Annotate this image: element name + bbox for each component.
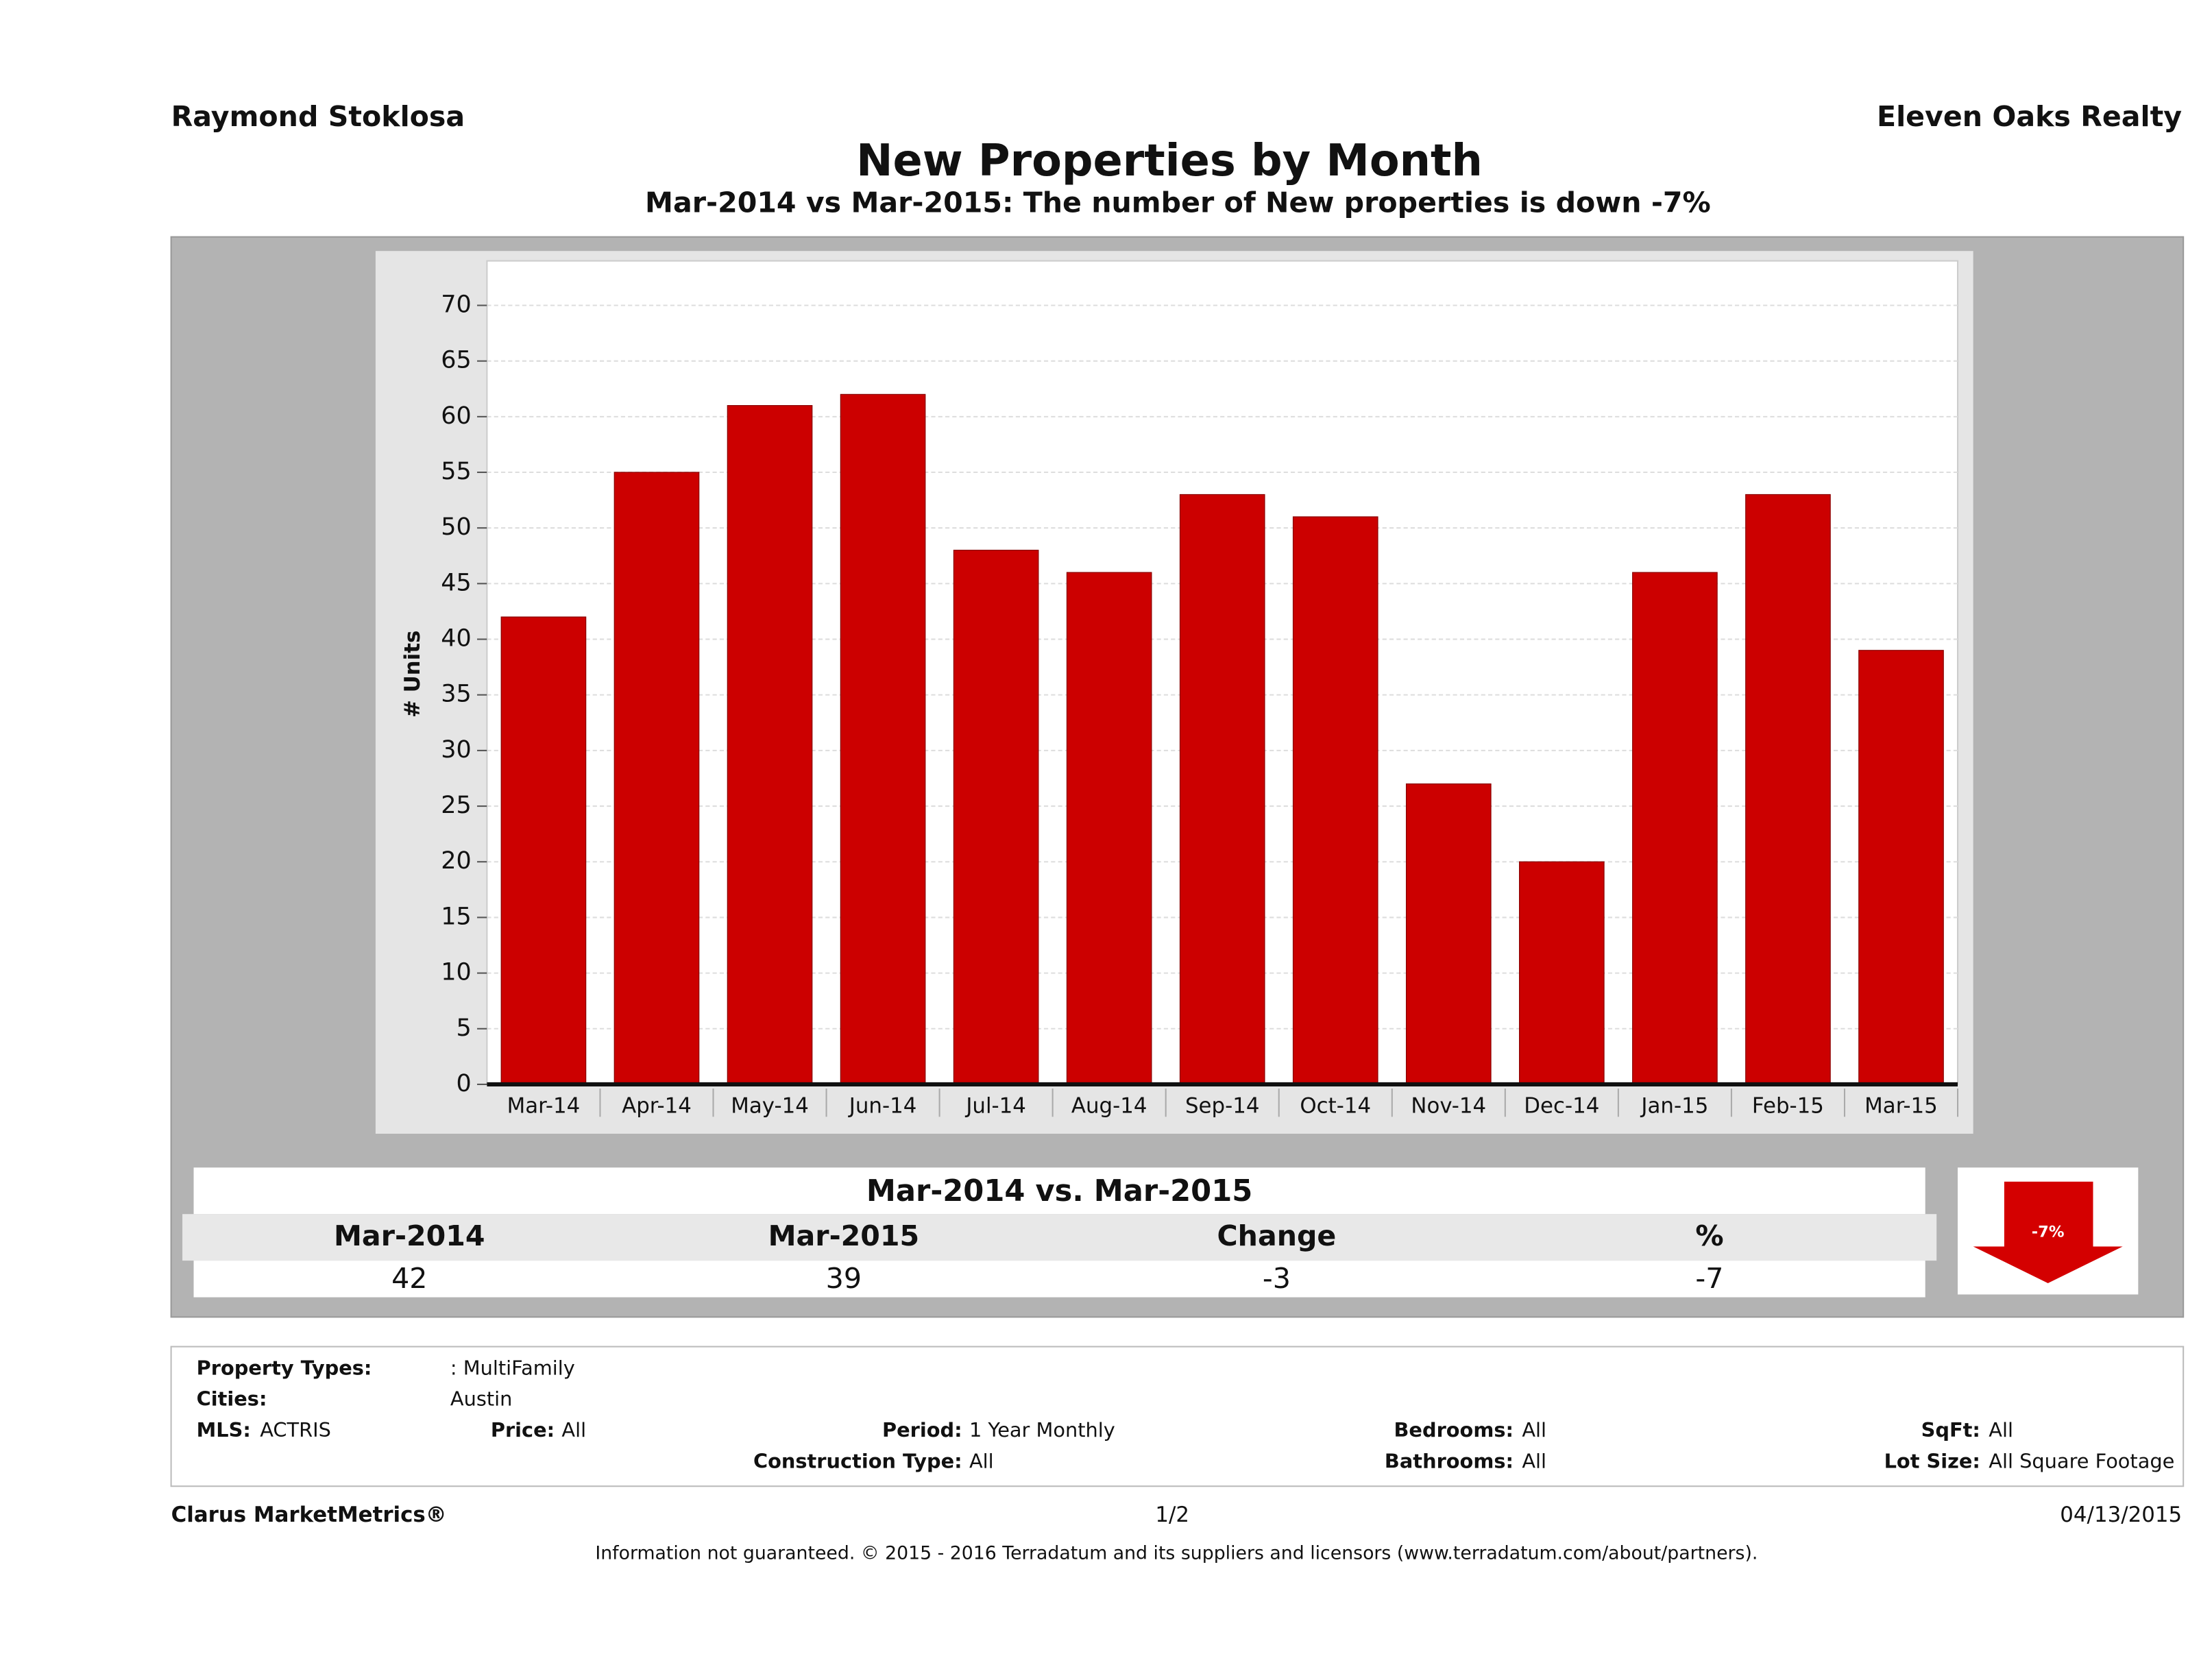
summary-header: Change (1217, 1219, 1337, 1252)
y-tick-label: 5 (457, 1014, 472, 1042)
x-tick-label: Nov-14 (1411, 1093, 1486, 1118)
filter-label: Period: (882, 1418, 962, 1442)
chart-title: New Properties by Month (856, 136, 1483, 186)
y-tick-label: 65 (441, 347, 472, 374)
filter-label: Bathrooms: (1385, 1449, 1514, 1472)
y-tick-label: 50 (441, 513, 472, 541)
y-tick-label: 45 (441, 569, 472, 596)
summary-header: % (1695, 1219, 1723, 1252)
filter-value: Austin (450, 1387, 512, 1411)
disclaimer: Information not guaranteed. © 2015 - 201… (595, 1542, 1758, 1564)
bar (1858, 650, 1944, 1085)
filter-value: ACTRIS (260, 1418, 331, 1442)
agent-name: Raymond Stoklosa (171, 100, 465, 133)
summary-header: Mar-2015 (768, 1219, 920, 1252)
filter-value: : MultiFamily (450, 1356, 575, 1379)
bar (1066, 572, 1152, 1085)
y-tick-label: 55 (441, 458, 472, 485)
x-tick-label: Apr-14 (622, 1093, 692, 1118)
bar (1179, 494, 1265, 1085)
filter-label: SqFt: (1921, 1418, 1980, 1442)
y-tick-label: 35 (441, 681, 472, 708)
filter-label: Construction Type: (753, 1449, 962, 1472)
report-date: 04/13/2015 (2060, 1503, 2182, 1527)
down-arrow (1973, 1181, 2123, 1283)
chart-subtitle: Mar-2014 vs Mar-2015: The number of New … (645, 186, 1711, 219)
y-tick-label: 60 (441, 402, 472, 430)
bar (727, 405, 813, 1085)
filter-label: Property Types: (197, 1356, 372, 1379)
summary-title: Mar-2014 vs. Mar-2015 (866, 1174, 1252, 1208)
x-tick-label: Dec-14 (1524, 1093, 1599, 1118)
filter-value: 1 Year Monthly (969, 1418, 1115, 1442)
x-tick-label: Oct-14 (1300, 1093, 1371, 1118)
y-tick-label: 40 (441, 625, 472, 653)
summary-value: 39 (826, 1262, 862, 1295)
bar (1519, 861, 1605, 1085)
bar (1745, 494, 1831, 1085)
y-axis-label: # Units (400, 631, 425, 718)
filter-value: All (969, 1449, 994, 1472)
summary-value: 42 (391, 1262, 427, 1295)
summary-header-row (182, 1214, 1937, 1261)
y-tick-label: 0 (457, 1070, 472, 1097)
summary-title-row (193, 1167, 1925, 1215)
filter-label: Bedrooms: (1394, 1418, 1514, 1442)
bar (1405, 783, 1492, 1085)
filter-value: All (561, 1418, 586, 1442)
y-tick-label: 15 (441, 903, 472, 930)
bar (953, 550, 1039, 1085)
x-tick-label: Aug-14 (1071, 1093, 1147, 1118)
y-tick-label: 30 (441, 736, 472, 764)
company-name: Eleven Oaks Realty (1877, 100, 2182, 133)
filter-label: Cities: (197, 1387, 267, 1411)
filter-label: Price: (491, 1418, 555, 1442)
x-tick-label: Mar-15 (1864, 1093, 1938, 1118)
x-tick-label: Feb-15 (1752, 1093, 1824, 1118)
filter-label: MLS: (197, 1418, 251, 1442)
x-tick-label: Jul-14 (964, 1093, 1026, 1118)
x-tick-label: Sep-14 (1185, 1093, 1260, 1118)
filter-label: Lot Size: (1884, 1449, 1980, 1472)
filter-value: All (1522, 1449, 1546, 1472)
x-tick-label: Jun-14 (848, 1093, 917, 1118)
x-tick-label: May-14 (731, 1093, 809, 1118)
x-tick-label: Jan-15 (1640, 1093, 1708, 1118)
bar (613, 472, 700, 1085)
summary-value-row (193, 1261, 1925, 1298)
filter-value: All (1989, 1418, 2013, 1442)
summary-value: -3 (1263, 1262, 1291, 1295)
footer-brand: Clarus MarketMetrics® (171, 1503, 447, 1527)
bar (500, 616, 587, 1085)
y-tick-label: 70 (441, 291, 472, 319)
x-tick-label: Mar-14 (507, 1093, 581, 1118)
page-number: 1/2 (1155, 1503, 1189, 1527)
badge-label: -7% (2032, 1223, 2065, 1241)
y-tick-label: 25 (441, 792, 472, 819)
summary-value: -7 (1695, 1262, 1723, 1295)
y-tick-label: 10 (441, 959, 472, 986)
bar (1292, 516, 1378, 1085)
filter-value: All (1522, 1418, 1546, 1442)
bar (840, 393, 926, 1085)
bar (1632, 572, 1718, 1085)
y-tick-label: 20 (441, 847, 472, 875)
filter-value: All Square Footage (1989, 1449, 2174, 1472)
filters-box (170, 1346, 2185, 1487)
summary-header: Mar-2014 (334, 1219, 485, 1252)
